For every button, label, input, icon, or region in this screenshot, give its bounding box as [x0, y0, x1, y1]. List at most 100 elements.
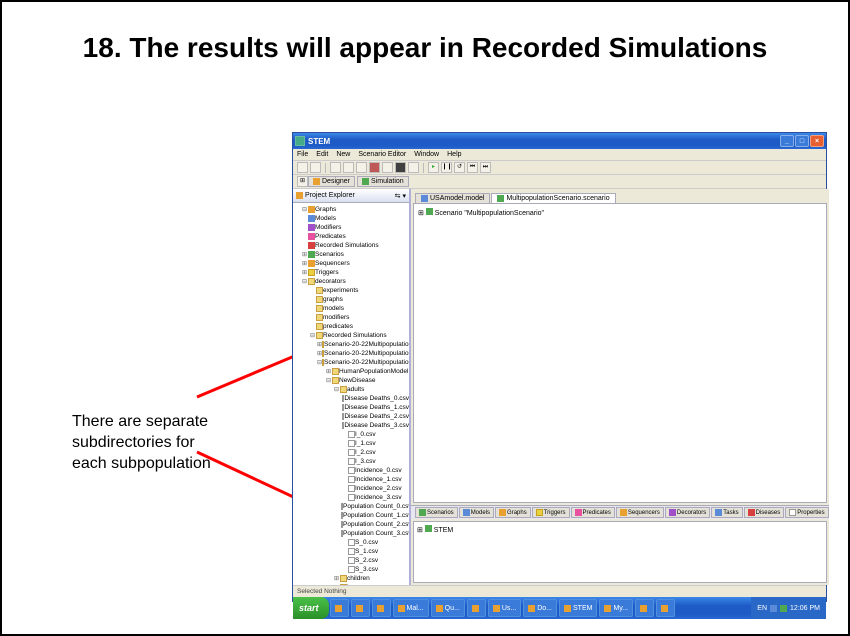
taskbar: start Mal...Qu... Us...Do...STEMMy... EN … [293, 597, 826, 619]
project-tree[interactable]: ⊟Graphs Models Modifiers Predicates Reco… [293, 203, 409, 585]
start-button[interactable]: start [293, 597, 329, 619]
editor-body[interactable]: ⊞ Scenario "MultipopulationScenario" [413, 203, 827, 503]
tool-btn[interactable] [408, 162, 419, 173]
lower-tab-models[interactable]: Models [459, 507, 494, 518]
tree-file[interactable]: Population Count_1.csv [295, 511, 409, 520]
lower-panel-body[interactable]: ⊞ STEM [413, 521, 827, 583]
skip-button[interactable]: ⏮ [467, 162, 478, 173]
titlebar[interactable]: STEM _ □ × [293, 133, 826, 149]
taskbar-item[interactable] [656, 599, 675, 617]
tree-file[interactable]: Incidence_1.csv [295, 475, 409, 484]
lower-tab-triggers[interactable]: Triggers [532, 507, 570, 518]
tree-file[interactable]: I_2.csv [295, 448, 409, 457]
taskbar-item[interactable] [372, 599, 391, 617]
perspective-bar: ⊞ Designer Simulation [293, 175, 826, 189]
tool-btn[interactable] [310, 162, 321, 173]
tree-file[interactable]: I_3.csv [295, 457, 409, 466]
statusbar: Selected Nothing [293, 585, 826, 597]
tree-file[interactable]: Disease Deaths_0.csv [295, 394, 409, 403]
status-text: Selected Nothing [297, 588, 347, 595]
menu-help[interactable]: Help [447, 151, 461, 158]
tool-btn[interactable] [395, 162, 406, 173]
lower-tab-graphs[interactable]: Graphs [495, 507, 531, 518]
tool-btn[interactable] [382, 162, 393, 173]
lower-tab-properties[interactable]: Properties [785, 507, 828, 518]
system-tray[interactable]: EN 12:06 PM [751, 597, 826, 619]
lower-content: STEM [434, 527, 453, 534]
taskbar-item[interactable] [330, 599, 349, 617]
tree-item: ⊟NewDisease [295, 376, 409, 385]
taskbar-item[interactable] [635, 599, 654, 617]
editor-tab-model[interactable]: USAmodel.model [415, 193, 490, 203]
editor-area: USAmodel.model MultipopulationScenario.s… [411, 189, 829, 585]
tree-file[interactable]: I_1.csv [295, 439, 409, 448]
annotation-line: There are separate [72, 412, 211, 433]
tree-file[interactable]: Disease Deaths_1.csv [295, 403, 409, 412]
tool-btn[interactable] [369, 162, 380, 173]
close-button[interactable]: × [810, 135, 824, 147]
expand-icon[interactable]: ⊞ [417, 527, 425, 534]
tree-item: ⊞Scenario-20-22MultipopulationScenario-2… [295, 349, 409, 358]
tray-lang[interactable]: EN [757, 605, 767, 612]
stem-icon [425, 525, 432, 532]
minimize-button[interactable]: _ [780, 135, 794, 147]
label: USAmodel.model [430, 195, 484, 202]
menu-scenario-editor[interactable]: Scenario Editor [358, 151, 406, 158]
tree-file[interactable]: Population Count_3.csv [295, 529, 409, 538]
pause-button[interactable]: ❙❙ [441, 162, 452, 173]
perspective-switcher[interactable]: ⊞ [297, 176, 308, 187]
explorer-icon [296, 192, 303, 199]
taskbar-item[interactable]: Qu... [431, 599, 465, 617]
tree-file[interactable]: Disease Deaths_3.csv [295, 421, 409, 430]
play-button[interactable]: ▸ [428, 162, 439, 173]
menu-file[interactable]: File [297, 151, 308, 158]
lower-tab-sequencers[interactable]: Sequencers [616, 507, 664, 518]
menu-edit[interactable]: Edit [316, 151, 328, 158]
tree-file[interactable]: S_3.csv [295, 565, 409, 574]
tree-file[interactable]: I_0.csv [295, 430, 409, 439]
slide: 18. The results will appear in Recorded … [0, 0, 850, 636]
taskbar-item[interactable]: Do... [523, 599, 557, 617]
maximize-button[interactable]: □ [795, 135, 809, 147]
tree-file[interactable]: Incidence_2.csv [295, 484, 409, 493]
expand-icon[interactable]: ⊞ [418, 210, 426, 217]
separator [325, 163, 326, 173]
tree-file[interactable]: S_0.csv [295, 538, 409, 547]
tool-btn[interactable]: ↺ [454, 162, 465, 173]
taskbar-item[interactable]: STEM [559, 599, 597, 617]
annotation-line: each subpopulation [72, 454, 211, 475]
lower-tab-tasks[interactable]: Tasks [711, 507, 742, 518]
tree-item-human: ⊞human [295, 583, 409, 585]
skip-button[interactable]: ⏭ [480, 162, 491, 173]
lower-tab-decorators[interactable]: Decorators [665, 507, 710, 518]
menu-window[interactable]: Window [414, 151, 439, 158]
tool-btn[interactable] [356, 162, 367, 173]
tree-file[interactable]: Disease Deaths_2.csv [295, 412, 409, 421]
editor-tab-scenario[interactable]: MultipopulationScenario.scenario [491, 193, 615, 203]
lower-tab-diseases[interactable]: Diseases [744, 507, 785, 518]
taskbar-item[interactable] [467, 599, 486, 617]
tool-btn[interactable] [297, 162, 308, 173]
taskbar-item[interactable]: Mal... [393, 599, 429, 617]
tool-btn[interactable] [330, 162, 341, 173]
tree-file[interactable]: S_1.csv [295, 547, 409, 556]
tree-file[interactable]: Incidence_3.csv [295, 493, 409, 502]
tray-icon[interactable] [770, 605, 777, 612]
model-icon [421, 195, 428, 202]
menu-new[interactable]: New [336, 151, 350, 158]
tray-icon[interactable] [780, 605, 787, 612]
tree-file[interactable]: Incidence_0.csv [295, 466, 409, 475]
taskbar-item[interactable]: My... [599, 599, 633, 617]
tree-file[interactable]: Population Count_0.csv [295, 502, 409, 511]
perspective-designer[interactable]: Designer [308, 176, 355, 187]
tree-file[interactable]: Population Count_2.csv [295, 520, 409, 529]
lower-tab-scenarios[interactable]: Scenarios [415, 507, 458, 518]
taskbar-item[interactable] [351, 599, 370, 617]
tool-btn[interactable] [343, 162, 354, 173]
lower-tab-predicates[interactable]: Predicates [571, 507, 615, 518]
perspective-simulation[interactable]: Simulation [357, 176, 409, 187]
tree-file[interactable]: S_2.csv [295, 556, 409, 565]
app-icon [295, 136, 305, 146]
project-explorer-tab[interactable]: Project Explorer⇆ ▾ [293, 189, 409, 203]
taskbar-item[interactable]: Us... [488, 599, 521, 617]
